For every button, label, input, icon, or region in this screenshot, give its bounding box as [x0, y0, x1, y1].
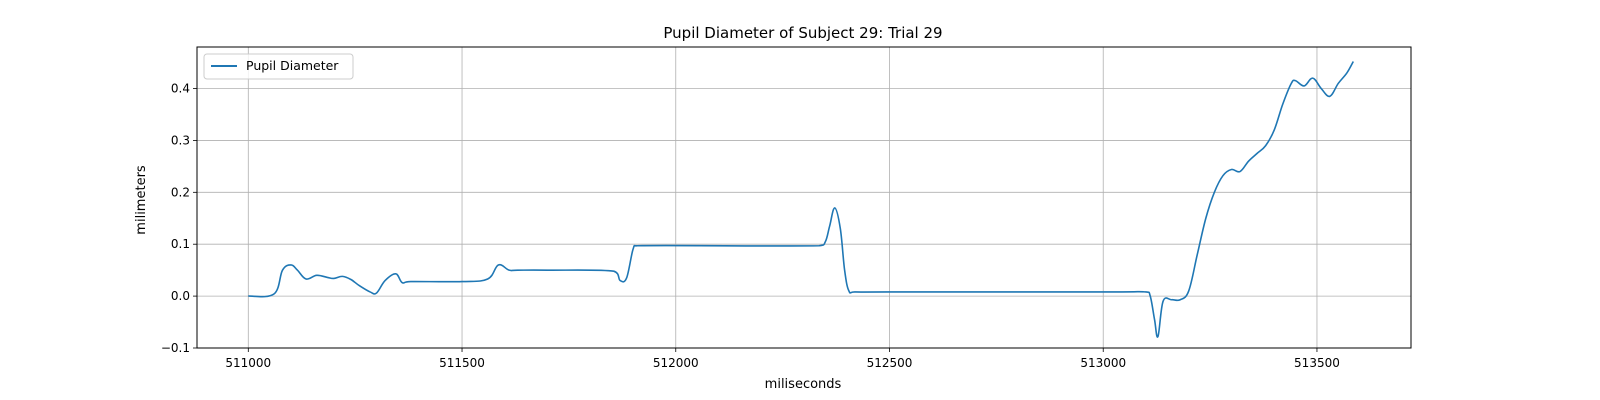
legend-label-pupil-diameter: Pupil Diameter: [246, 58, 339, 73]
y-tick-label: 0.2: [171, 185, 190, 199]
x-tick-label: 511500: [439, 356, 485, 370]
series-line-pupil-diameter: [248, 61, 1354, 338]
x-axis-label: miliseconds: [765, 377, 842, 392]
x-tick-label: 512000: [653, 356, 699, 370]
y-tick-label: −0.1: [161, 341, 190, 355]
y-tick-label: 0.0: [171, 289, 190, 303]
x-tick-label: 511000: [225, 356, 271, 370]
series-group: [248, 61, 1354, 338]
y-axis-label: milimeters: [134, 165, 149, 235]
x-tick-label: 513500: [1294, 356, 1340, 370]
x-tick-label: 512500: [867, 356, 913, 370]
legend: Pupil Diameter: [203, 53, 354, 80]
y-tick-label: 0.3: [171, 133, 190, 147]
y-axis-ticks: −0.1 0.0 0.1 0.2 0.3 0.4: [161, 82, 197, 355]
plot-frame: [196, 46, 1412, 349]
chart-title: Pupil Diameter of Subject 29: Trial 29: [663, 24, 942, 42]
y-tick-label: 0.4: [171, 82, 190, 96]
legend-box: [203, 53, 354, 80]
x-axis-ticks: 511000 511500 512000 512500 513000 513500: [225, 348, 1340, 370]
x-tick-label: 513000: [1080, 356, 1126, 370]
y-tick-label: 0.1: [171, 237, 190, 251]
